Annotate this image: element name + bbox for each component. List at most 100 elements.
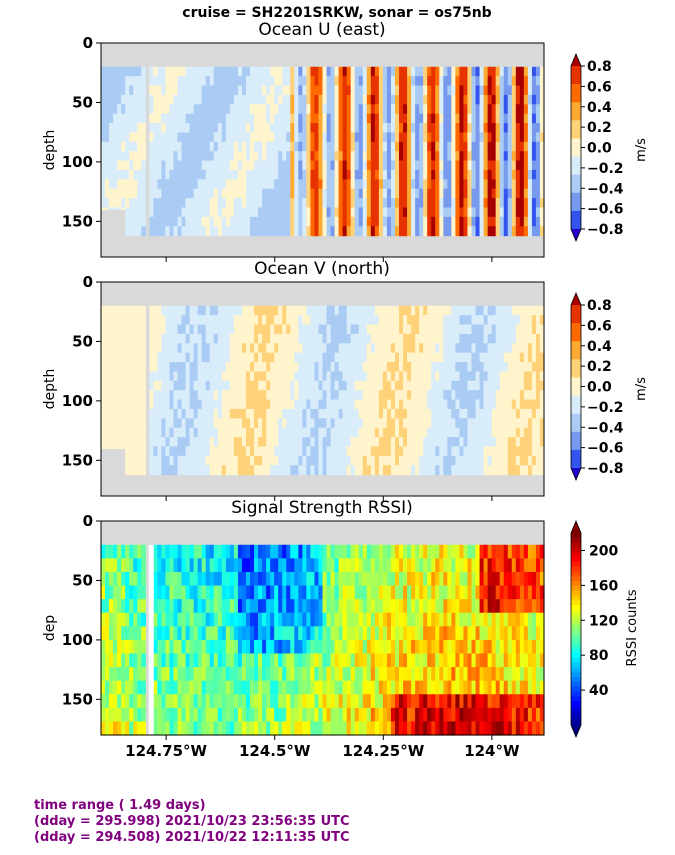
heatmap-cell bbox=[427, 427, 432, 438]
heatmap-cell bbox=[523, 455, 529, 466]
heatmap-cell bbox=[125, 418, 130, 429]
heatmap-cell bbox=[125, 123, 130, 134]
heatmap-cell bbox=[205, 599, 211, 614]
heatmap-cell bbox=[129, 169, 134, 180]
heatmap-cell bbox=[185, 626, 191, 641]
heatmap-cell bbox=[129, 694, 134, 709]
heatmap-cell bbox=[165, 305, 171, 316]
heatmap-cell bbox=[298, 707, 303, 723]
heatmap-cell bbox=[539, 132, 545, 143]
heatmap-cell bbox=[519, 85, 525, 96]
heatmap-cell bbox=[306, 113, 312, 124]
heatmap-cell bbox=[201, 104, 207, 115]
heatmap-cell bbox=[254, 626, 259, 641]
heatmap-cell bbox=[523, 141, 529, 152]
heatmap-cell bbox=[217, 333, 223, 344]
heatmap-cell bbox=[394, 418, 400, 429]
heatmap-cell bbox=[262, 160, 267, 171]
heatmap-cell bbox=[302, 226, 307, 237]
heatmap-cell bbox=[201, 390, 207, 401]
heatmap-cell bbox=[443, 333, 448, 344]
heatmap-cell bbox=[129, 544, 134, 559]
heatmap-cell bbox=[262, 343, 267, 354]
heatmap-cell bbox=[362, 132, 368, 143]
heatmap-cell bbox=[423, 315, 428, 326]
heatmap-cell bbox=[286, 446, 291, 457]
heatmap-cell bbox=[221, 179, 227, 190]
heatmap-cell bbox=[109, 544, 114, 559]
heatmap-cell bbox=[185, 667, 191, 682]
heatmap-cell bbox=[419, 207, 424, 218]
heatmap-cell bbox=[427, 333, 432, 344]
heatmap-cell bbox=[209, 66, 215, 77]
heatmap-cell bbox=[346, 465, 352, 476]
heatmap-cell bbox=[531, 305, 537, 316]
heatmap-cell bbox=[310, 198, 316, 209]
heatmap-cell bbox=[113, 380, 118, 391]
heatmap-cell bbox=[475, 371, 481, 382]
heatmap-cell bbox=[463, 169, 469, 180]
heatmap-cell bbox=[229, 544, 235, 559]
heatmap-cell bbox=[507, 305, 513, 316]
heatmap-cell bbox=[149, 132, 154, 143]
heatmap-cell bbox=[117, 113, 122, 124]
heatmap-cell bbox=[399, 94, 404, 105]
heatmap-cell bbox=[378, 160, 384, 171]
heatmap-cell bbox=[185, 324, 191, 335]
heatmap-cell bbox=[161, 123, 167, 134]
heatmap-cell bbox=[362, 104, 368, 115]
heatmap-cell bbox=[487, 76, 493, 87]
heatmap-cell bbox=[511, 169, 517, 180]
heatmap-cell bbox=[346, 455, 352, 466]
heatmap-cell bbox=[270, 85, 275, 96]
heatmap-cell bbox=[419, 113, 424, 124]
heatmap-cell bbox=[322, 188, 328, 199]
heatmap-cell bbox=[386, 123, 392, 134]
heatmap-cell bbox=[519, 216, 525, 227]
heatmap-cell bbox=[278, 653, 283, 668]
heatmap-cell bbox=[233, 371, 239, 382]
heatmap-cell bbox=[427, 362, 432, 373]
heatmap-cell bbox=[133, 132, 138, 143]
heatmap-cell bbox=[109, 76, 114, 87]
heatmap-cell bbox=[286, 333, 291, 344]
heatmap-cell bbox=[443, 123, 448, 134]
heatmap-cell bbox=[306, 437, 312, 448]
heatmap-cell bbox=[531, 390, 537, 401]
heatmap-cell bbox=[213, 333, 219, 344]
heatmap-cell bbox=[535, 362, 541, 373]
heatmap-cell bbox=[165, 333, 171, 344]
heatmap-cell bbox=[241, 104, 247, 115]
heatmap-cell bbox=[278, 216, 283, 227]
heatmap-cell bbox=[169, 113, 175, 124]
heatmap-cell bbox=[250, 571, 255, 587]
heatmap-cell bbox=[105, 427, 110, 438]
heatmap-cell bbox=[310, 85, 316, 96]
heatmap-cell bbox=[495, 104, 501, 115]
heatmap-cell bbox=[511, 324, 517, 335]
heatmap-cell bbox=[221, 721, 227, 736]
heatmap-cell bbox=[173, 343, 179, 354]
heatmap-cell bbox=[479, 141, 485, 152]
heatmap-cell bbox=[113, 446, 118, 450]
heatmap-cell bbox=[475, 76, 481, 87]
heatmap-cell bbox=[310, 455, 316, 466]
heatmap-cell bbox=[290, 76, 295, 87]
heatmap-cell bbox=[221, 113, 227, 124]
heatmap-cell bbox=[177, 76, 183, 87]
heatmap-cell bbox=[310, 324, 316, 335]
heatmap-cell bbox=[294, 141, 299, 152]
heatmap-cell bbox=[411, 362, 416, 373]
heatmap-cell bbox=[467, 418, 473, 429]
heatmap-cell bbox=[350, 446, 356, 457]
heatmap-cell bbox=[237, 585, 243, 600]
heatmap-cell bbox=[282, 179, 287, 190]
heatmap-cell bbox=[101, 639, 106, 655]
heatmap-cell bbox=[350, 585, 356, 600]
heatmap-cell bbox=[286, 408, 291, 419]
heatmap-cell bbox=[507, 324, 513, 335]
heatmap-cell bbox=[105, 315, 110, 326]
heatmap-cell bbox=[282, 707, 287, 723]
heatmap-cell bbox=[173, 667, 179, 682]
heatmap-cell bbox=[282, 408, 287, 419]
